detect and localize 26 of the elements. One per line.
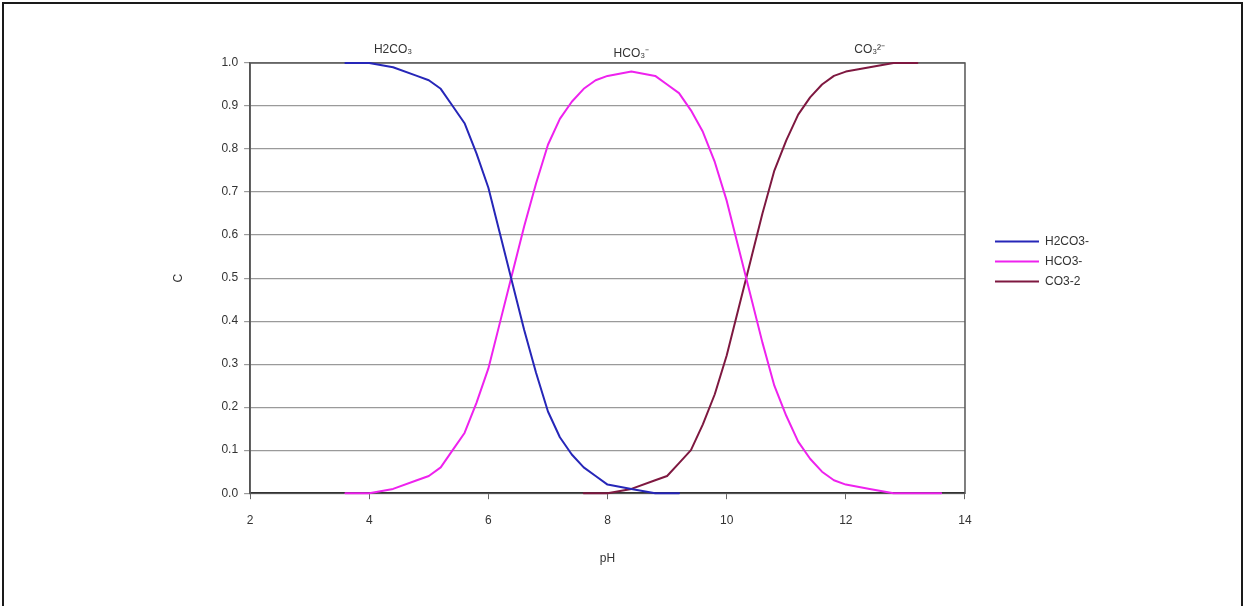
legend-label: CO3-2 bbox=[1044, 273, 1081, 288]
y-tick-label: 0.8 bbox=[221, 141, 239, 156]
x-tick-label: 14 bbox=[958, 512, 972, 527]
x-tick-label: 4 bbox=[365, 512, 373, 527]
x-axis-title: pH bbox=[599, 551, 616, 566]
x-tick-label: 2 bbox=[246, 512, 254, 527]
legend-label: HCO3- bbox=[1044, 253, 1083, 268]
annotation: HCO₃⁻ bbox=[613, 45, 650, 60]
y-tick-label: 1.0 bbox=[221, 55, 239, 70]
y-tick-label: 0.5 bbox=[221, 270, 239, 285]
annotation: H2CO₃ bbox=[373, 41, 413, 56]
legend-label: H2CO3- bbox=[1044, 233, 1090, 248]
x-tick-label: 10 bbox=[720, 512, 734, 527]
y-tick-label: 0.6 bbox=[221, 227, 239, 242]
y-tick-label: 0.1 bbox=[221, 442, 239, 457]
y-tick-label: 0.3 bbox=[221, 356, 239, 371]
x-tick-label: 12 bbox=[839, 512, 853, 527]
y-tick-label: 0.0 bbox=[221, 485, 239, 500]
x-tick-label: 8 bbox=[604, 512, 612, 527]
annotation: CO₃²⁻ bbox=[854, 41, 886, 56]
y-tick-label: 0.4 bbox=[221, 313, 239, 328]
y-tick-label: 0.9 bbox=[221, 98, 239, 113]
x-tick-label: 6 bbox=[485, 512, 493, 527]
y-tick-label: 0.2 bbox=[221, 399, 239, 414]
y-axis-title: C bbox=[170, 273, 185, 283]
y-tick-label: 0.7 bbox=[221, 184, 239, 199]
